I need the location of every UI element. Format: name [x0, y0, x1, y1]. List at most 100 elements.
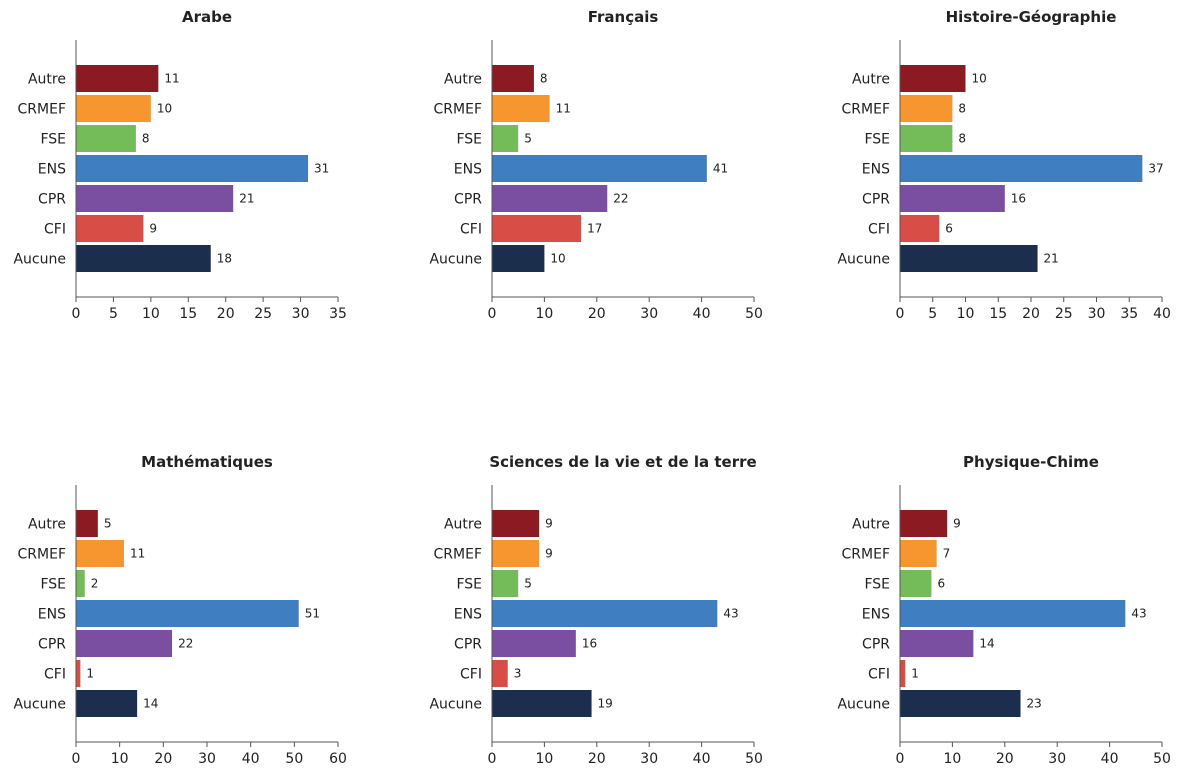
x-tick-label: 30 — [198, 751, 216, 767]
data-label: 8 — [958, 102, 966, 116]
category-label: Autre — [28, 72, 66, 88]
x-tick-label: 35 — [329, 306, 347, 322]
chart-title: Histoire-Géographie — [946, 8, 1117, 26]
bar-crmef — [492, 540, 540, 567]
x-tick-label: 0 — [72, 306, 81, 322]
category-label: CFI — [460, 222, 482, 238]
bar-cpr — [492, 630, 576, 657]
bar-cfi — [492, 660, 508, 687]
category-label: ENS — [38, 162, 66, 178]
bar-cfi — [492, 215, 582, 242]
x-tick-label: 20 — [996, 751, 1014, 767]
category-label: FSE — [456, 132, 482, 148]
x-tick-label: 40 — [242, 751, 260, 767]
x-tick-label: 10 — [957, 306, 975, 322]
category-label: CPR — [862, 637, 890, 653]
bar-crmef — [492, 95, 550, 122]
x-tick-label: 20 — [1022, 306, 1040, 322]
x-tick-label: 30 — [1048, 751, 1066, 767]
x-tick-label: 50 — [745, 306, 763, 322]
x-tick-label: 0 — [488, 306, 497, 322]
bar-cpr — [76, 185, 234, 212]
bar-crmef — [900, 540, 937, 567]
data-label: 6 — [945, 222, 953, 236]
x-tick-label: 25 — [1055, 306, 1073, 322]
bar-crmef — [900, 95, 953, 122]
data-label: 3 — [514, 667, 522, 681]
bar-cpr — [900, 185, 1005, 212]
x-tick-label: 40 — [1153, 306, 1171, 322]
bar-fse — [900, 125, 953, 152]
bar-cpr — [76, 630, 173, 657]
category-label: ENS — [454, 162, 482, 178]
x-tick-label: 40 — [693, 751, 711, 767]
category-label: CFI — [868, 667, 890, 683]
bar-fse — [76, 125, 136, 152]
category-label: Aucune — [837, 252, 890, 268]
category-label: CRMEF — [18, 547, 66, 563]
data-label: 11 — [556, 102, 571, 116]
bar-fse — [492, 570, 519, 597]
data-label: 9 — [545, 547, 553, 561]
category-label: CPR — [38, 637, 66, 653]
data-label: 14 — [979, 637, 994, 651]
chart-title: Physique-Chime — [963, 453, 1099, 471]
category-label: FSE — [40, 577, 66, 593]
category-label: CPR — [454, 637, 482, 653]
data-label: 10 — [157, 102, 172, 116]
x-tick-label: 10 — [142, 306, 160, 322]
data-label: 5 — [104, 517, 112, 531]
category-label: CRMEF — [842, 547, 890, 563]
category-label: CFI — [44, 222, 66, 238]
bar-cfi — [76, 660, 81, 687]
category-label: FSE — [40, 132, 66, 148]
x-tick-label: 10 — [535, 751, 553, 767]
bar-crmef — [76, 95, 151, 122]
data-label: 22 — [178, 637, 193, 651]
bar-autre — [900, 65, 966, 92]
x-tick-label: 5 — [928, 306, 937, 322]
category-label: ENS — [862, 162, 890, 178]
category-label: FSE — [864, 577, 890, 593]
category-label: CRMEF — [434, 547, 482, 563]
chart-panel: Sciences de la vie et de la terre Autre 9 C… — [429, 453, 762, 767]
data-label: 11 — [164, 72, 179, 86]
x-tick-label: 20 — [588, 751, 606, 767]
x-tick-label: 0 — [488, 751, 497, 767]
bar-cpr — [492, 185, 608, 212]
bar-aucune — [76, 690, 138, 717]
x-tick-label: 15 — [989, 306, 1007, 322]
data-label: 1 — [911, 667, 919, 681]
bar-cfi — [900, 215, 940, 242]
x-tick-label: 40 — [693, 306, 711, 322]
bar-autre — [492, 65, 534, 92]
x-tick-label: 10 — [943, 751, 961, 767]
bar-cfi — [76, 215, 144, 242]
category-label: ENS — [862, 607, 890, 623]
data-label: 17 — [587, 222, 602, 236]
data-label: 37 — [1148, 162, 1163, 176]
category-label: Aucune — [429, 697, 482, 713]
category-label: CFI — [44, 667, 66, 683]
data-label: 1 — [86, 667, 94, 681]
category-label: Autre — [444, 72, 482, 88]
data-label: 9 — [953, 517, 961, 531]
data-label: 9 — [545, 517, 553, 531]
category-label: CRMEF — [18, 102, 66, 118]
x-tick-label: 40 — [1101, 751, 1119, 767]
data-label: 22 — [613, 192, 628, 206]
x-tick-label: 0 — [896, 751, 905, 767]
bar-aucune — [492, 245, 545, 272]
x-tick-label: 10 — [535, 306, 553, 322]
bar-crmef — [76, 540, 125, 567]
bar-aucune — [900, 690, 1021, 717]
x-tick-label: 20 — [588, 306, 606, 322]
x-tick-label: 5 — [109, 306, 118, 322]
data-label: 6 — [937, 577, 945, 591]
bar-fse — [492, 125, 519, 152]
data-label: 21 — [1044, 252, 1059, 266]
x-tick-label: 25 — [254, 306, 272, 322]
category-label: Aucune — [837, 697, 890, 713]
chart-title: Français — [588, 8, 659, 26]
